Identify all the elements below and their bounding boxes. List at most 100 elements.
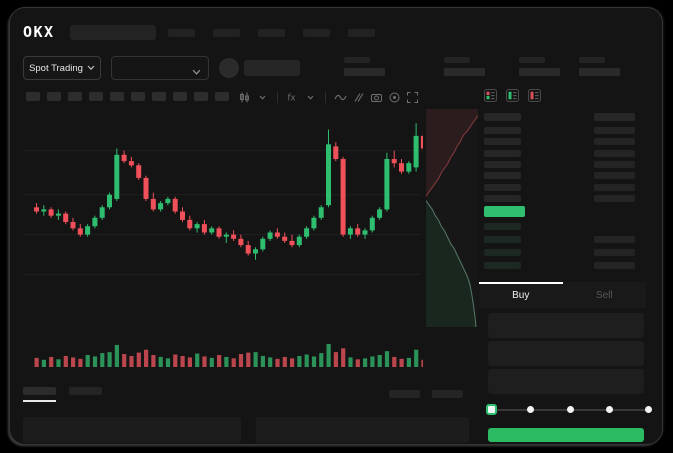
ask-row-price-skeleton[interactable] — [484, 138, 521, 146]
timeframe-button-skeleton[interactable] — [110, 92, 124, 101]
slider-handle[interactable] — [486, 404, 497, 415]
market-stat-skeleton — [444, 57, 485, 76]
ask-row-amount-skeleton[interactable] — [594, 149, 635, 157]
slider-stop-dot[interactable] — [527, 406, 535, 413]
market-stat-skeleton — [344, 57, 385, 76]
bid-row-amount-skeleton[interactable] — [594, 236, 635, 243]
market-type-label: Spot Trading — [29, 62, 83, 74]
bottom-panel-skeleton — [23, 417, 241, 443]
book-all-icon[interactable] — [484, 89, 497, 102]
timeframe-button-skeleton[interactable] — [215, 92, 229, 101]
bottom-tab-skeleton[interactable] — [69, 387, 102, 395]
settings-icon[interactable] — [388, 91, 401, 104]
stat-label-skeleton — [444, 57, 470, 63]
timeframe-button-skeleton[interactable] — [173, 92, 187, 101]
stat-value-skeleton — [444, 68, 485, 76]
stat-value-skeleton — [579, 68, 620, 76]
bottom-tab-skeleton[interactable] — [23, 387, 56, 395]
order-form-field-skeleton[interactable] — [488, 369, 644, 394]
orderbook-header-amount-skeleton — [594, 113, 635, 121]
ask-row-price-skeleton[interactable] — [484, 127, 521, 134]
bid-row-price-skeleton[interactable] — [484, 262, 521, 269]
buy-submit-button[interactable] — [488, 428, 644, 442]
stat-label-skeleton — [519, 57, 545, 63]
amount-slider[interactable] — [486, 403, 652, 416]
slider-stop-dot[interactable] — [566, 406, 574, 413]
bid-row-price-skeleton[interactable] — [484, 236, 521, 243]
ask-row-amount-skeleton[interactable] — [594, 138, 635, 146]
timeframe-buttons — [26, 92, 229, 101]
stat-value-skeleton — [344, 68, 385, 76]
bid-row-price-skeleton[interactable] — [484, 223, 521, 230]
orderbook-header-price-skeleton — [484, 113, 521, 121]
nav-item-skeleton[interactable] — [213, 29, 240, 37]
bottom-right-skeleton[interactable] — [432, 390, 463, 398]
ask-row-price-skeleton[interactable] — [484, 160, 521, 168]
svg-text:fx: fx — [288, 94, 296, 104]
pair-selector-dropdown[interactable] — [111, 56, 209, 80]
fullscreen-icon[interactable] — [406, 91, 419, 104]
timeframe-button-skeleton[interactable] — [131, 92, 145, 101]
last-price-highlight[interactable] — [484, 206, 525, 217]
wave-icon[interactable] — [334, 91, 347, 104]
nav-item-skeleton[interactable] — [168, 29, 195, 37]
market-type-selector[interactable]: Spot Trading — [23, 56, 101, 80]
pair-name-skeleton — [244, 60, 300, 76]
timeframe-button-skeleton[interactable] — [89, 92, 103, 101]
coin-avatar-skeleton — [219, 58, 239, 78]
ask-row-price-skeleton[interactable] — [484, 149, 521, 157]
slider-stop-dot[interactable] — [605, 406, 613, 413]
toolbar-divider — [277, 92, 278, 103]
timeframe-button-skeleton[interactable] — [68, 92, 82, 101]
ask-row-amount-skeleton[interactable] — [594, 127, 635, 134]
order-form-field-skeleton[interactable] — [488, 341, 644, 366]
timeframe-button-skeleton[interactable] — [47, 92, 61, 101]
trade-tabs: Buy Sell — [479, 282, 646, 308]
ask-row-amount-skeleton[interactable] — [594, 160, 635, 168]
top-nav-links — [168, 29, 375, 37]
ask-row-price-skeleton[interactable] — [484, 183, 521, 191]
camera-icon[interactable] — [370, 91, 383, 104]
order-form-field-skeleton[interactable] — [488, 313, 644, 338]
indicators-icon[interactable]: fx — [286, 91, 299, 104]
chevron-down-icon — [87, 63, 95, 74]
timeframe-button-skeleton[interactable] — [152, 92, 166, 101]
stat-label-skeleton — [344, 57, 370, 63]
book-bids-icon[interactable] — [506, 89, 519, 102]
bottom-right-skeleton[interactable] — [389, 390, 420, 398]
okx-logo: OKX — [23, 23, 55, 41]
stat-label-skeleton — [579, 57, 605, 63]
market-stat-skeleton — [519, 57, 560, 76]
book-asks-icon[interactable] — [528, 89, 541, 102]
candlestick-chart[interactable] — [23, 105, 423, 375]
chevron-down-icon[interactable] — [256, 91, 269, 104]
market-stat-skeleton — [579, 57, 620, 76]
bid-row-price-skeleton[interactable] — [484, 249, 521, 256]
ask-row-amount-skeleton[interactable] — [594, 172, 635, 180]
stat-value-skeleton — [519, 68, 560, 76]
tab-sell[interactable]: Sell — [595, 289, 613, 301]
ask-row-price-skeleton[interactable] — [484, 172, 521, 180]
tab-buy[interactable]: Buy — [479, 282, 563, 308]
ask-row-amount-skeleton[interactable] — [594, 194, 635, 202]
nav-item-skeleton[interactable] — [258, 29, 285, 37]
nav-item-skeleton[interactable] — [348, 29, 375, 37]
compare-icon[interactable] — [352, 91, 365, 104]
candles-icon[interactable] — [238, 91, 251, 104]
nav-item-skeleton[interactable] — [303, 29, 330, 37]
app-window: OKX Spot Trading fx Buy Sell — [9, 7, 663, 445]
timeframe-button-skeleton[interactable] — [194, 92, 208, 101]
search-bar-skeleton[interactable] — [70, 25, 156, 40]
ask-row-price-skeleton[interactable] — [484, 194, 521, 202]
bid-row-amount-skeleton[interactable] — [594, 262, 635, 269]
timeframe-button-skeleton[interactable] — [26, 92, 40, 101]
ask-row-amount-skeleton[interactable] — [594, 183, 635, 191]
bottom-active-tab-underline — [23, 400, 56, 402]
toolbar-divider — [325, 92, 326, 103]
slider-stop-dot[interactable] — [645, 406, 652, 413]
depth-chart[interactable] — [426, 109, 478, 327]
chart-tools: fx — [238, 91, 419, 104]
bottom-panel-skeleton — [256, 417, 469, 443]
chevron-down-icon[interactable] — [304, 91, 317, 104]
bid-row-amount-skeleton[interactable] — [594, 249, 635, 256]
